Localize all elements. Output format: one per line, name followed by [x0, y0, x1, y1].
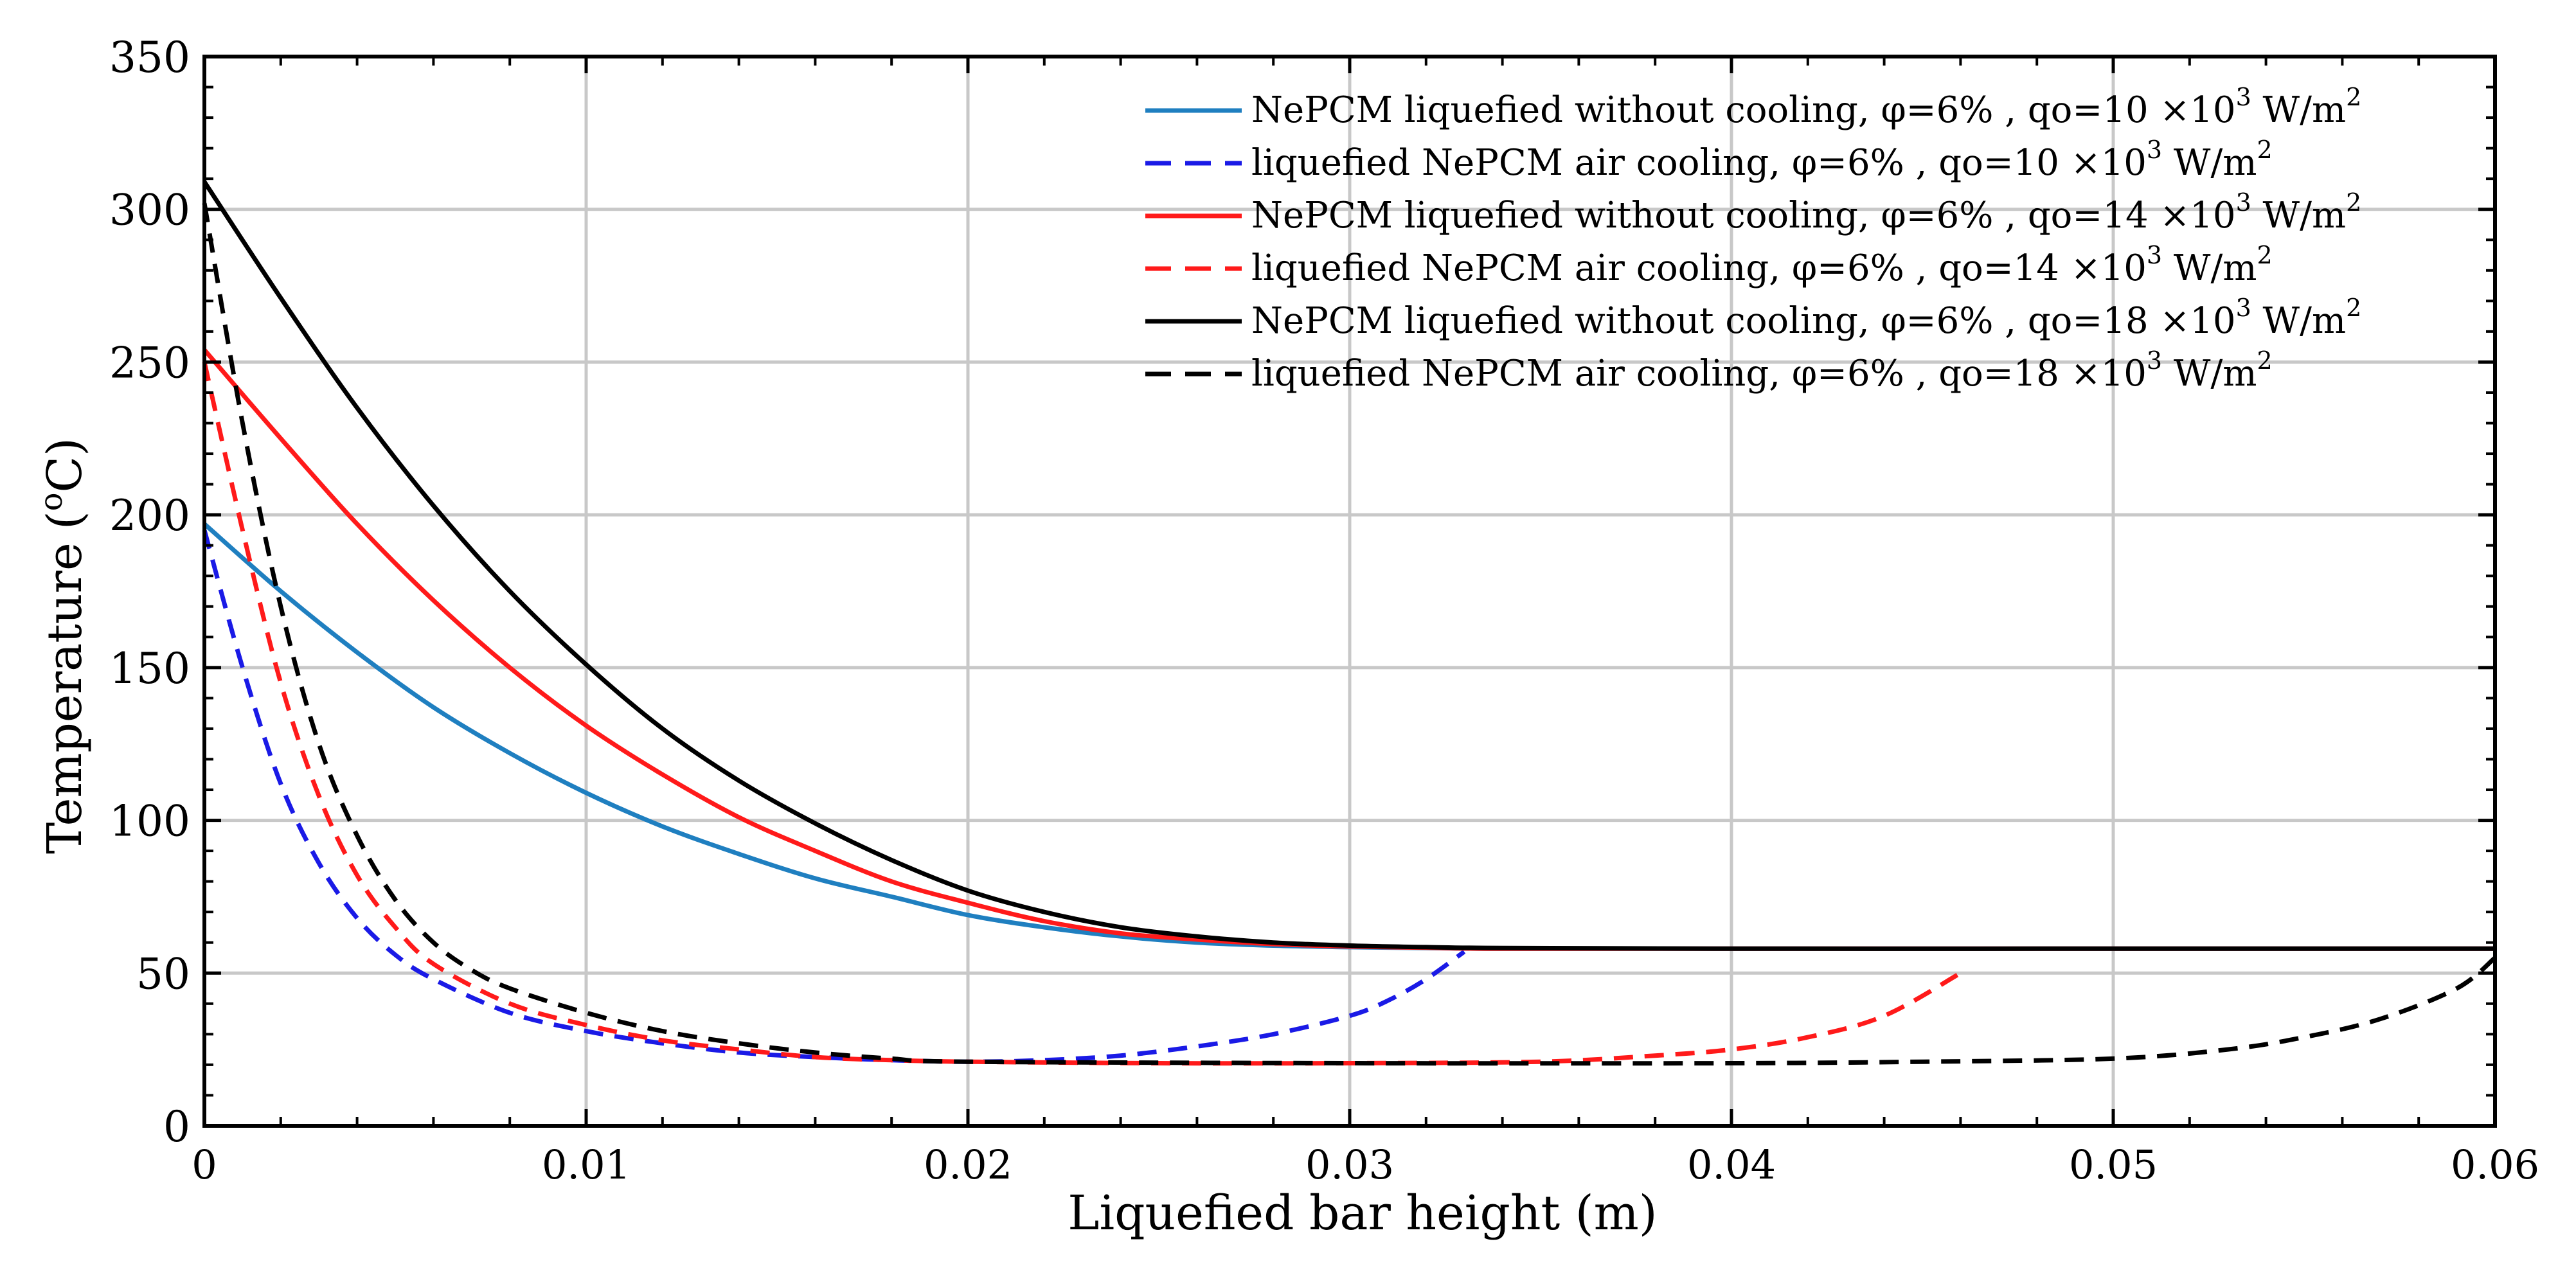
x-tick-label: 0	[192, 1141, 217, 1188]
series-line-6	[202, 202, 2497, 1066]
legend-label-2: liquefied NePCM air cooling, φ=6% , qo=1…	[1251, 136, 2273, 184]
series-line-5	[202, 180, 2495, 951]
y-tick-label: 50	[136, 949, 190, 999]
y-tick-label: 150	[109, 644, 190, 693]
y-tick-label: 250	[109, 338, 190, 387]
y-tick-label: 100	[109, 797, 190, 846]
y-tick-label: 300	[109, 186, 190, 235]
grid	[204, 57, 2495, 1126]
y-tick-label: 0	[163, 1102, 190, 1152]
y-axis-title-unit-open: (	[37, 511, 93, 530]
axis-ticks	[202, 55, 2497, 1128]
x-axis-title: Liquefied bar height (m)	[1068, 1186, 1657, 1241]
x-tick-label: 0.01	[542, 1141, 631, 1188]
x-tick-label: 0.04	[1687, 1141, 1776, 1188]
x-tick-label: 0.06	[2451, 1141, 2539, 1188]
legend-label-4: liquefied NePCM air cooling, φ=6% , qo=1…	[1251, 241, 2273, 289]
legend-label-1: NePCM liquefied without cooling, φ=6% , …	[1251, 83, 2361, 131]
x-tick-label: 0.02	[924, 1141, 1012, 1188]
y-tick-labels: 0 50 100 150 200 250 300 350	[109, 33, 190, 1152]
series-lines	[202, 180, 2497, 1066]
y-tick-label: 350	[109, 33, 190, 82]
series-line-4	[202, 361, 1962, 1066]
legend-label-3: NePCM liquefied without cooling, φ=6% , …	[1251, 188, 2361, 236]
y-tick-label: 200	[109, 491, 190, 540]
x-tick-label: 0.05	[2069, 1141, 2158, 1188]
y-axis-title: Temperature (oC)	[33, 438, 93, 854]
y-axis-title-main: Temperature	[37, 542, 93, 854]
x-tick-labels: 0 0.01 0.02 0.03 0.04 0.05 0.06	[192, 1141, 2539, 1188]
y-axis-title-unit-sup: o	[33, 492, 69, 511]
series-line-2	[202, 529, 1466, 1064]
y-axis-title-unit-close: C)	[37, 438, 93, 493]
legend-label-6: liquefied NePCM air cooling, φ=6% , qo=1…	[1251, 346, 2273, 395]
legend-label-5: NePCM liquefied without cooling, φ=6% , …	[1251, 294, 2361, 342]
x-tick-label: 0.03	[1305, 1141, 1394, 1188]
legend: NePCM liquefied without cooling, φ=6% , …	[1145, 83, 2361, 395]
